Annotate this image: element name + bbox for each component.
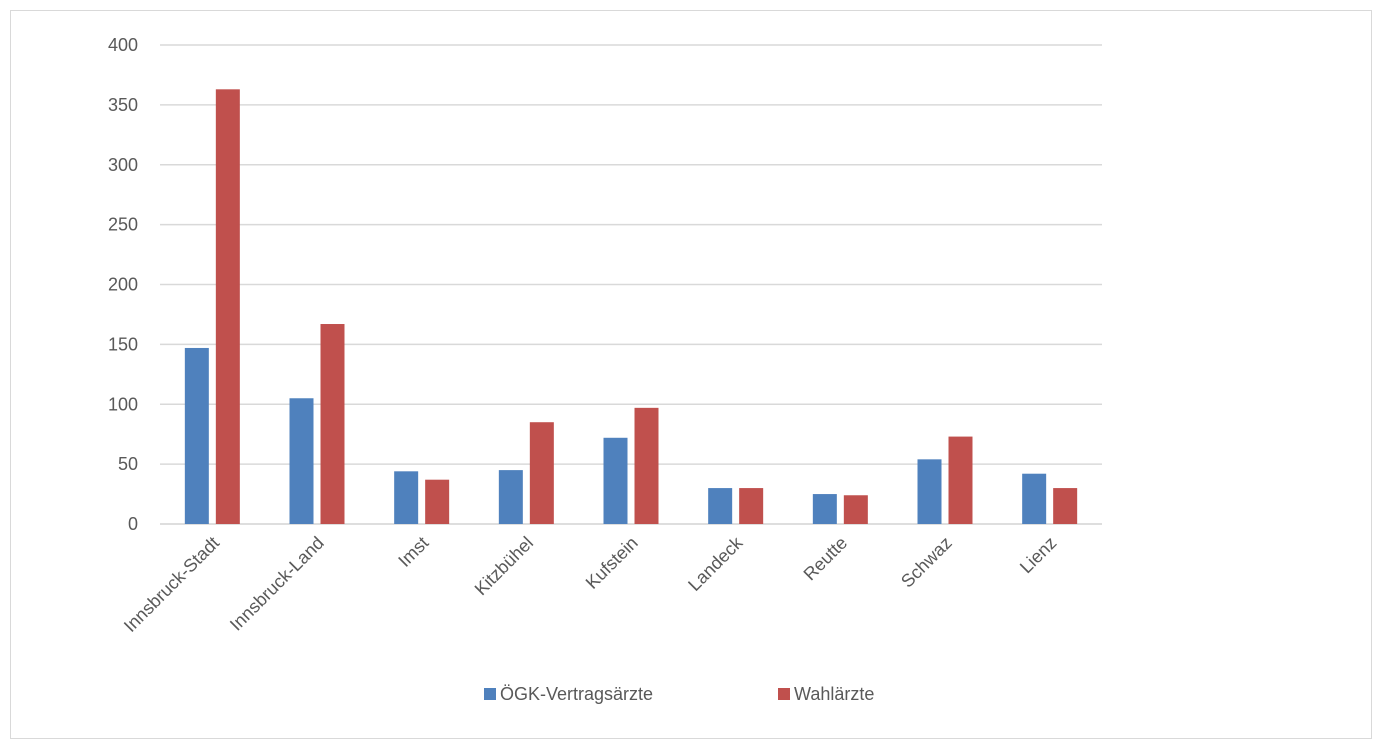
legend-label: ÖGK-Vertragsärzte [500,684,653,704]
legend: ÖGK-Vertragsärzte Wahlärzte [484,684,874,704]
bar-oegk [603,437,628,524]
x-tick-label: Reutte [800,533,852,585]
y-tick-label: 100 [108,394,138,414]
bar-wahl [1053,488,1078,524]
x-tick-label: Kitzbühel [471,533,538,600]
x-tick-label: Schwaz [897,533,956,592]
y-tick-label: 350 [108,95,138,115]
x-tick-label: Innsbruck-Land [226,533,328,635]
y-tick-label: 250 [108,215,138,235]
legend-swatch [484,688,496,700]
x-tick-label: Imst [394,533,432,571]
bar-oegk [498,470,523,524]
y-tick-label: 300 [108,155,138,175]
x-tick-label: Landeck [684,532,747,595]
x-tick-label: Lienz [1016,533,1061,578]
bar-wahl [215,89,240,525]
y-tick-label: 200 [108,275,138,295]
y-axis-ticks: 0 50 100 150 200 250 300 350 400 [108,35,138,534]
y-tick-label: 0 [128,514,138,534]
y-tick-label: 400 [108,35,138,55]
bar-oegk [184,347,209,524]
bar-oegk [1022,473,1047,524]
bar-wahl [425,479,450,524]
gridlines [160,44,1102,525]
bar-oegk [917,459,942,524]
legend-swatch [778,688,790,700]
legend-label: Wahlärzte [794,684,874,704]
x-tick-label: Kufstein [582,533,642,593]
bar-oegk [394,471,419,524]
bar-wahl [320,324,345,524]
bar-wahl [948,436,973,524]
bar-wahl [843,495,868,524]
bar-oegk [812,494,837,524]
bar-wahl [529,422,554,524]
bar-oegk [289,398,314,524]
bars [184,89,1078,525]
bar-oegk [708,488,733,524]
y-tick-label: 150 [108,334,138,354]
x-axis-ticks: Innsbruck-Stadt Innsbruck-Land Imst Kitzbüh… [120,532,1061,636]
bar-wahl [739,488,764,524]
bar-wahl [634,407,659,524]
x-tick-label: Innsbruck-Stadt [120,533,223,636]
y-tick-label: 50 [118,454,138,474]
